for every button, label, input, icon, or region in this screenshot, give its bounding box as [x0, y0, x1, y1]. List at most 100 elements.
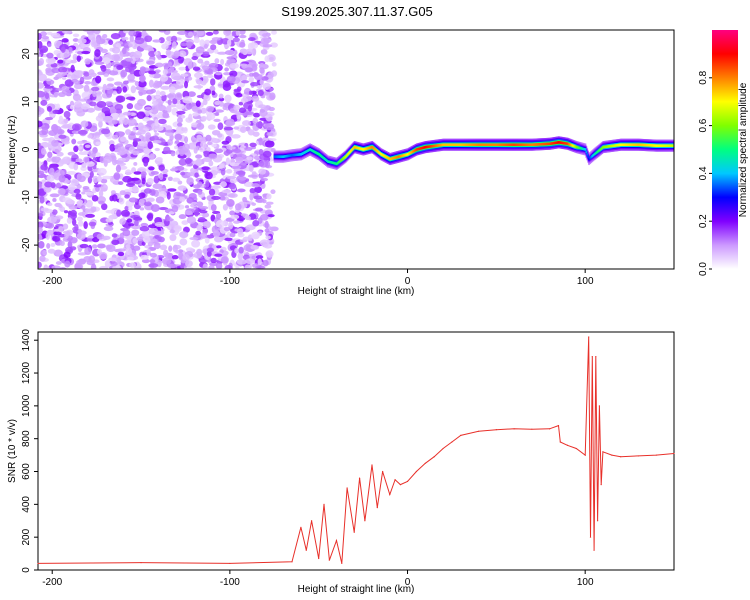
noise-cell	[109, 106, 117, 115]
noise-cell	[230, 134, 241, 139]
noise-cell	[65, 199, 76, 205]
ridge-cell	[380, 153, 383, 156]
noise-cell	[236, 86, 242, 92]
noise-cell	[122, 175, 132, 183]
noise-cell	[77, 175, 86, 183]
noise-cell	[239, 48, 247, 54]
noise-cell	[98, 120, 103, 128]
snr-point	[600, 484, 602, 486]
ridge-cell	[431, 144, 434, 148]
spectrogram-xtick-label: 100	[577, 276, 594, 287]
noise-cell	[214, 101, 221, 106]
noise-cell	[126, 103, 134, 110]
noise-cell	[159, 172, 164, 181]
noise-cell	[92, 175, 99, 184]
noise-cell	[271, 30, 277, 35]
noise-cell	[183, 226, 190, 233]
noise-cell	[106, 77, 115, 82]
ridge-cell	[325, 159, 328, 162]
noise-cell	[148, 79, 154, 88]
noise-cell	[136, 111, 146, 119]
noise-cell	[158, 30, 167, 33]
noise-cell	[75, 193, 82, 200]
noise-cell	[196, 224, 203, 231]
snr-ytick-label: 200	[21, 528, 32, 545]
noise-cell	[230, 214, 240, 220]
noise-cell	[183, 80, 189, 89]
noise-cell	[74, 223, 79, 232]
ridge-cell	[477, 143, 480, 146]
noise-cell	[63, 118, 69, 124]
ridge-cell	[552, 141, 555, 145]
noise-cell	[212, 230, 221, 238]
noise-cell	[128, 223, 135, 227]
noise-cell	[205, 134, 212, 142]
ridge-cell	[456, 143, 459, 146]
noise-cell	[108, 257, 117, 262]
spectrogram-ylabel: Frequency (Hz)	[7, 116, 18, 185]
noise-cell	[178, 66, 186, 71]
ridge-cell	[617, 143, 619, 147]
snr-point	[364, 520, 366, 522]
noise-cell	[197, 58, 204, 64]
noise-cell	[111, 119, 118, 125]
noise-cell	[52, 109, 59, 114]
noise-cell	[146, 94, 152, 102]
noise-cell	[185, 205, 190, 209]
ridge-cell	[469, 143, 471, 146]
spectrogram-ytick-label: -20	[21, 237, 32, 252]
colorbar-gradient	[712, 30, 738, 269]
noise-cell	[197, 109, 203, 114]
noise-cell	[134, 219, 139, 227]
snr-point	[602, 451, 604, 453]
noise-cell	[91, 86, 100, 92]
noise-cell	[143, 188, 152, 194]
ridge-cell	[412, 149, 415, 153]
ridge-cell	[533, 143, 536, 146]
noise-cell	[134, 37, 145, 45]
noise-cell	[238, 107, 247, 114]
ridge-cell	[524, 143, 527, 146]
colorbar-tick-label: 0.4	[698, 166, 709, 180]
noise-cell	[255, 265, 265, 269]
noise-cell	[57, 59, 64, 64]
ridge-cell	[593, 153, 596, 156]
ridge-cell	[650, 144, 653, 147]
noise-cell	[192, 112, 199, 117]
noise-cell	[63, 251, 71, 259]
noise-cell	[51, 67, 61, 74]
noise-cell	[199, 205, 209, 210]
noise-cell	[210, 204, 217, 212]
noise-cell	[124, 194, 130, 199]
noise-cell	[226, 175, 237, 180]
ridge-cell	[507, 143, 510, 146]
noise-cell	[83, 84, 90, 93]
noise-cell	[45, 78, 52, 82]
noise-cell	[217, 133, 223, 138]
figure-title: S199.2025.307.11.37.G05	[281, 4, 433, 19]
noise-cell	[235, 156, 244, 164]
ridge-cell	[495, 143, 498, 146]
noise-cell	[115, 43, 122, 49]
noise-cell	[252, 220, 260, 227]
noise-cell	[149, 252, 157, 258]
ridge-cell	[655, 144, 658, 147]
noise-cell	[132, 140, 138, 148]
ridge-cell	[648, 144, 651, 147]
ridge-cell	[632, 143, 635, 146]
ridge-cell	[296, 153, 299, 156]
ridge-cell	[388, 157, 390, 160]
noise-cell	[115, 95, 126, 103]
ridge-cell	[281, 155, 284, 158]
ridge-cell	[542, 142, 544, 146]
noise-cell	[95, 141, 101, 146]
noise-cell	[242, 65, 247, 69]
snr-point	[593, 549, 595, 551]
noise-cell	[175, 193, 186, 197]
snr-series-line	[37, 336, 675, 564]
ridge-cell	[649, 144, 652, 147]
ridge-cell	[333, 162, 336, 165]
ridge-cell	[313, 150, 315, 153]
ridge-cell	[324, 157, 326, 161]
ridge-cell	[384, 155, 387, 158]
